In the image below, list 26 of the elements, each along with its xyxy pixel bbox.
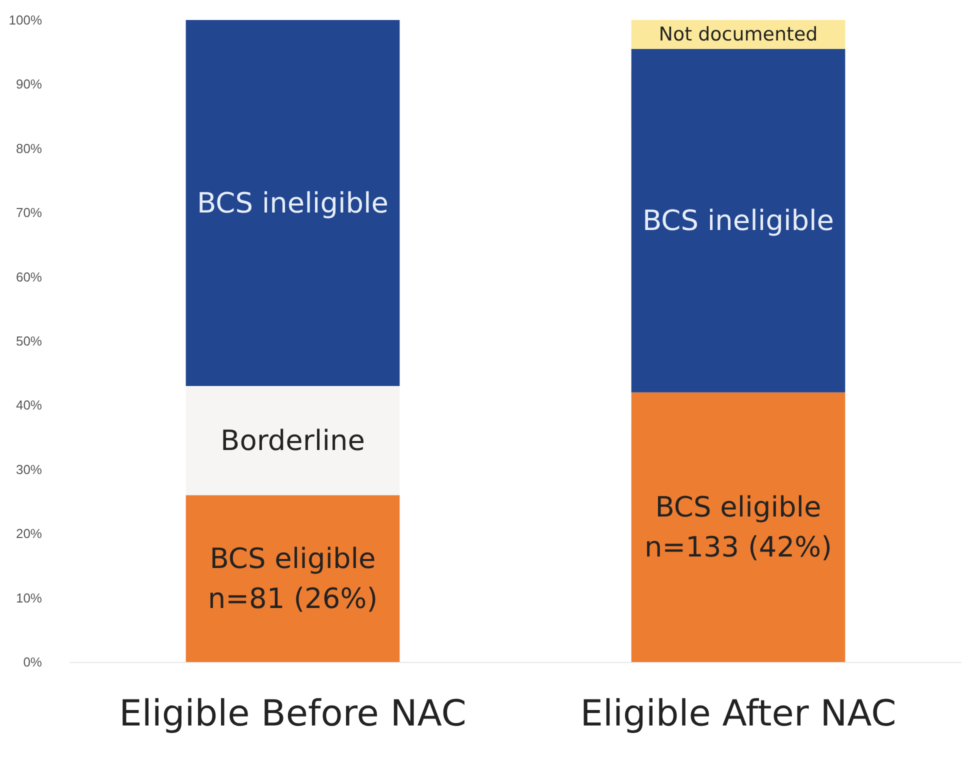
x-tick-label: Eligible After NAC: [580, 694, 896, 734]
y-tick-label: 90%: [16, 76, 42, 92]
y-tick-label: 50%: [16, 334, 42, 348]
bar: [186, 495, 400, 662]
series-label: Not documented: [658, 23, 818, 46]
y-tick-label: 40%: [16, 398, 42, 413]
y-tick-label: 80%: [16, 140, 42, 156]
text: BCS eligible: [655, 490, 822, 524]
y-tick-label: 70%: [16, 205, 42, 220]
bar: [186, 386, 400, 496]
bar: [186, 20, 400, 386]
series-label: BCS ineligible: [196, 186, 389, 220]
series-label: BCS eligible: [210, 542, 376, 576]
bar: [631, 48, 846, 392]
y-tick-label: 60%: [16, 269, 42, 284]
bar: [631, 392, 846, 662]
text: BCS ineligible: [642, 204, 834, 238]
y-tick-label: 0%: [23, 654, 42, 670]
y-tick-label: 30%: [16, 462, 42, 477]
y-tick-label: 20%: [16, 526, 42, 542]
y-tick-label: 10%: [16, 590, 42, 606]
data-label: n=81 (26%): [208, 582, 378, 616]
series-label: Borderline: [220, 424, 365, 458]
x-tick-label: Eligible Before NAC: [119, 694, 466, 734]
data-label: n=133 (42%): [644, 530, 832, 564]
y-tick-label: 100%: [8, 12, 42, 28]
